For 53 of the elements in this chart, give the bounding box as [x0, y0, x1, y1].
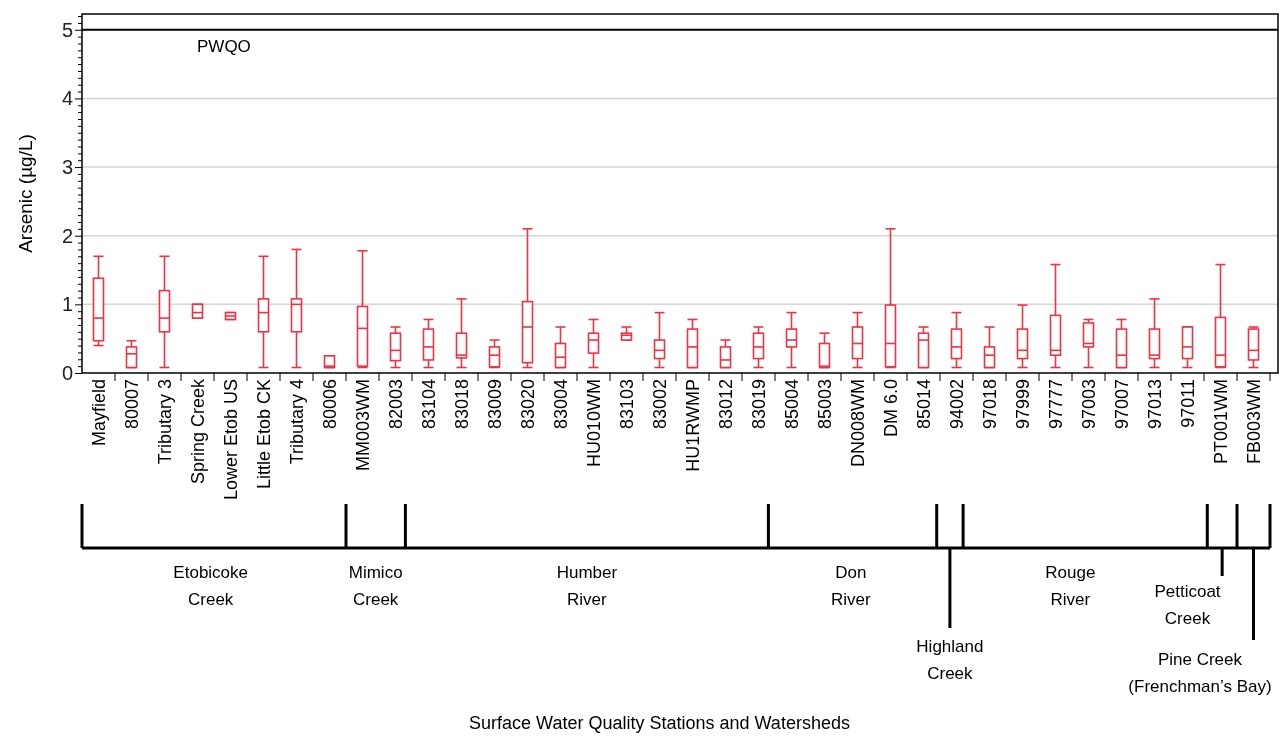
y-tick-label: 2 [61, 224, 73, 247]
y-tick-label: 1 [61, 293, 73, 316]
text: Pine Creek (Frenchman’s Bay) [1128, 650, 1272, 696]
x-tick-label: 82003 [385, 379, 406, 430]
x-tick-label: Lower Etob US [220, 379, 241, 501]
x-tick-label: 97999 [1012, 379, 1033, 430]
x-tick-label: MM003WM [352, 379, 373, 472]
x-tick-label: 97011 [1177, 379, 1198, 428]
x-tick-label: 97013 [1144, 379, 1165, 430]
x-tick-label: Tributary 3 [154, 379, 175, 465]
x-tick-label: 97003 [1078, 379, 1099, 430]
text: Surface Water Quality Stations and Watersheds [469, 713, 850, 733]
text: Don River [831, 563, 872, 609]
x-tick-label: 83020 [517, 379, 538, 430]
x-tick-label: DN008WM [847, 379, 868, 468]
x-tick-label: FB003WM [1243, 379, 1264, 465]
x-tick-label: 83002 [649, 379, 670, 430]
x-tick-label: 97007 [1111, 379, 1132, 430]
x-tick-label: 80006 [319, 379, 340, 430]
x-tick-label: 85014 [913, 379, 934, 430]
x-tick-label: 97777 [1045, 379, 1066, 430]
text: Mimico Creek [348, 563, 403, 609]
x-tick-label: Little Etob CK [253, 379, 274, 490]
x-tick-label: Mayfield [88, 379, 109, 447]
text: Rouge River [1045, 563, 1096, 609]
x-tick-label: Spring Creek [187, 378, 208, 485]
y-axis-title: Arsenic (µg/L) [15, 134, 36, 253]
x-tick-label: 83004 [550, 379, 571, 430]
text: Etobicoke Creek [173, 563, 249, 609]
y-tick-label: 5 [61, 18, 73, 41]
x-tick-label: 85004 [781, 379, 802, 430]
y-tick-label: 4 [61, 87, 73, 110]
ref-line-label: PWQO [197, 36, 251, 56]
x-tick-label: 83019 [748, 379, 769, 430]
x-tick-label: 97018 [979, 379, 1000, 430]
x-tick-label: DM 6.0 [880, 379, 901, 438]
x-tick-label: 94002 [946, 379, 967, 430]
x-tick-label: 83103 [616, 379, 637, 430]
x-tick-label: 80007 [121, 379, 142, 430]
x-tick-label: HU1RWMP [682, 379, 703, 472]
text: Highland Creek [916, 637, 984, 683]
x-tick-label: 85003 [814, 379, 835, 430]
x-tick-label: HU010WM [583, 379, 604, 468]
x-tick-label: 83104 [418, 379, 439, 430]
x-tick-label: 83009 [484, 379, 505, 430]
x-tick-label: 83012 [715, 379, 736, 430]
x-tick-label: Tributary 4 [286, 379, 307, 465]
y-tick-label: 0 [61, 361, 73, 384]
x-tick-label: 83018 [451, 379, 472, 430]
text: Humber River [556, 563, 618, 609]
y-tick-label: 3 [61, 155, 73, 178]
x-tick-label: PT001WM [1210, 379, 1231, 465]
text: Petticoat Creek [1154, 582, 1221, 628]
